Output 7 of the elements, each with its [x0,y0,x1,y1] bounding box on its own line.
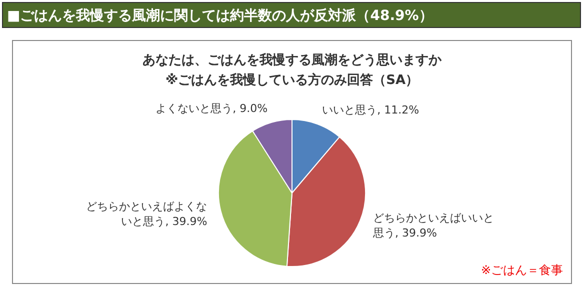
chart-title: ■ごはんを我慢する風潮に関しては約半数の人が反対派（48.9%） [2,2,581,28]
text: ※ごはん＝食事 [480,262,563,279]
slice-label: どちらかといえばよくないと思う, 39.9% [86,200,208,228]
slice-label: よくないと思う, 9.0% [156,102,268,115]
chart-subtitle: あなたは、ごはんを我慢する風潮をどう思いますか ※ごはんを我慢している方のみ回答（SA） [142,52,442,90]
slice-label: いいと思う, 11.2% [322,104,420,117]
slice-label: どちらかといえばいいと思う, 39.9% [372,211,494,240]
